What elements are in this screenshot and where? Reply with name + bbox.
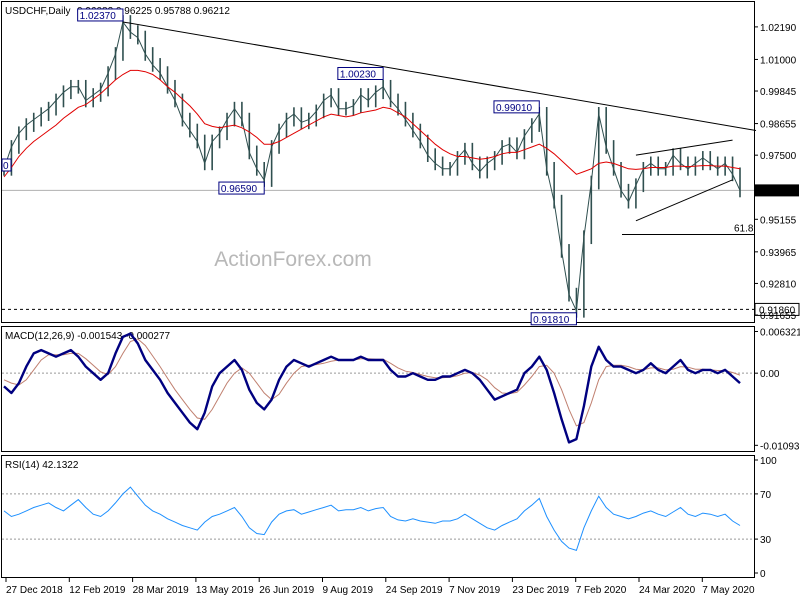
rsi-tick-label: 30 bbox=[760, 535, 772, 546]
x-tick-label: 7 May 2020 bbox=[702, 585, 755, 596]
swing-label-box bbox=[1, 158, 12, 172]
macd-tick-label: 0.006321 bbox=[760, 327, 800, 338]
x-tick-label: 24 Mar 2020 bbox=[639, 585, 696, 596]
rsi-tick-label: 0 bbox=[760, 569, 766, 580]
rsi-series bbox=[3, 486, 741, 552]
support-value: 0.91860 bbox=[759, 305, 796, 316]
x-tick-label: 9 Aug 2019 bbox=[323, 585, 374, 596]
trendline bbox=[635, 139, 733, 156]
rsi-panel-title: RSI(14) 42.1322 bbox=[5, 460, 79, 471]
trendline bbox=[635, 179, 733, 222]
x-tick-label: 12 Feb 2019 bbox=[69, 585, 126, 596]
support-tag bbox=[754, 302, 800, 316]
last-price-value: 0.96212 bbox=[759, 186, 796, 197]
macd-tick-label: -0.010939 bbox=[760, 441, 800, 452]
x-tick-label: 7 Nov 2019 bbox=[449, 585, 501, 596]
price-tick-label: 0.95155 bbox=[760, 215, 797, 226]
price-close-line bbox=[3, 20, 741, 313]
price-tick-label: 0.98655 bbox=[760, 120, 797, 131]
macd-panel-title: MACD(12,26,9) -0.001543 -0.000277 bbox=[5, 331, 171, 342]
rsi-line bbox=[3, 486, 741, 552]
price-panel-title: USDCHF,Daily bbox=[5, 6, 71, 17]
rsi-y-axis: 100 70 30 0 bbox=[754, 456, 777, 580]
swing-label-box bbox=[77, 8, 124, 22]
price-tick-label: 0.99845 bbox=[760, 87, 797, 98]
macd-line bbox=[3, 332, 741, 444]
rsi-tick-label: 70 bbox=[760, 490, 772, 501]
swing-label: 1.00230 bbox=[340, 69, 377, 80]
macd-y-axis: 0.006321 0.00 -0.010939 bbox=[754, 327, 800, 452]
swing-label-box bbox=[493, 100, 540, 114]
x-tick-label: 27 Dec 2018 bbox=[6, 585, 63, 596]
x-tick-label: 24 Sep 2019 bbox=[386, 585, 443, 596]
trendline bbox=[122, 21, 757, 132]
price-panel-frame bbox=[1, 1, 755, 323]
price-tick-label: 0.93965 bbox=[760, 248, 797, 259]
x-tick-label: 28 Mar 2019 bbox=[133, 585, 190, 596]
price-tick-label: 0.91655 bbox=[760, 311, 797, 322]
price-tick-label: 1.01000 bbox=[760, 55, 797, 66]
watermark: ActionForex.com bbox=[214, 248, 372, 271]
rsi-tick-label: 100 bbox=[760, 456, 777, 467]
swing-label: 1.02370 bbox=[80, 11, 117, 22]
price-tick-label: 0.96310 bbox=[760, 184, 797, 195]
x-tick-label: 26 Jun 2019 bbox=[259, 585, 314, 596]
fib-618-label: 61.8 bbox=[734, 223, 754, 234]
swing-label-box bbox=[337, 66, 384, 80]
swing-label-box bbox=[530, 312, 577, 326]
swing-label-box bbox=[218, 181, 265, 195]
x-tick-label: 23 Dec 2019 bbox=[512, 585, 569, 596]
swing-label: 0.91810 bbox=[533, 315, 570, 326]
price-tick-label: 1.02190 bbox=[760, 23, 797, 34]
trendlines bbox=[122, 21, 757, 222]
ohlc-readout: 0.96082 0.96225 0.95788 0.96212 bbox=[77, 6, 230, 17]
swing-labels: 1.02370 0.96590 1.00230 0.99010 0.91810 0 bbox=[1, 8, 577, 326]
x-axis: 27 Dec 2018 12 Feb 2019 28 Mar 2019 13 May … bbox=[5, 577, 755, 596]
price-tick-label: 0.92810 bbox=[760, 279, 797, 290]
x-tick-label: 13 May 2019 bbox=[196, 585, 254, 596]
swing-label: 0.99010 bbox=[496, 103, 533, 114]
macd-tick-label: 0.00 bbox=[760, 369, 780, 380]
swing-label: 0 bbox=[3, 161, 9, 172]
macd-panel-frame bbox=[1, 326, 755, 452]
moving-average-line bbox=[3, 69, 741, 178]
price-tick-label: 0.97500 bbox=[760, 151, 797, 162]
rsi-panel-frame bbox=[1, 455, 755, 578]
x-tick-label: 7 Feb 2020 bbox=[576, 585, 627, 596]
price-y-axis: 1.02190 1.01000 0.99845 0.98655 0.97500 0.963… bbox=[754, 23, 797, 322]
swing-label: 0.96590 bbox=[221, 184, 258, 195]
price-series bbox=[3, 15, 741, 318]
rsi-guides bbox=[2, 493, 754, 540]
last-price-tag bbox=[755, 184, 799, 197]
macd-series bbox=[3, 332, 741, 444]
